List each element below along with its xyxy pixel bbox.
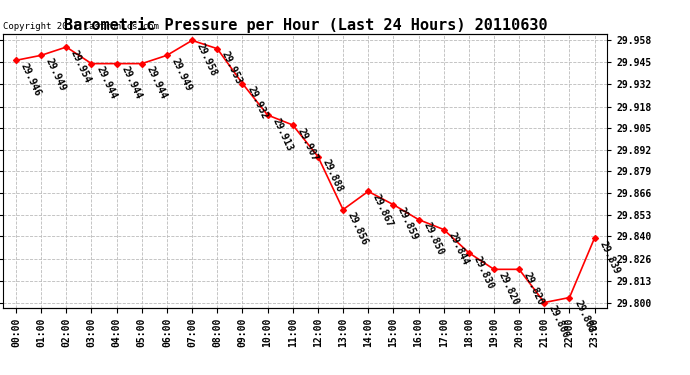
- Text: 29.830: 29.830: [472, 254, 495, 290]
- Text: 29.844: 29.844: [446, 231, 471, 267]
- Text: 29.944: 29.944: [95, 65, 118, 101]
- Text: 29.932: 29.932: [245, 85, 269, 121]
- Text: 29.953: 29.953: [220, 50, 244, 86]
- Text: 29.944: 29.944: [119, 65, 144, 101]
- Text: 29.820: 29.820: [522, 271, 546, 307]
- Text: 29.867: 29.867: [371, 193, 395, 229]
- Text: 29.839: 29.839: [598, 239, 622, 275]
- Text: 29.958: 29.958: [195, 42, 219, 78]
- Text: 29.859: 29.859: [396, 206, 420, 242]
- Text: 29.954: 29.954: [69, 48, 93, 85]
- Text: 29.850: 29.850: [422, 221, 445, 257]
- Text: 29.856: 29.856: [346, 211, 370, 247]
- Text: 29.949: 29.949: [170, 57, 194, 93]
- Text: Copyright 2011 Castronics.com: Copyright 2011 Castronics.com: [3, 22, 159, 31]
- Text: 29.907: 29.907: [295, 126, 319, 162]
- Text: 29.800: 29.800: [547, 304, 571, 340]
- Text: 29.944: 29.944: [145, 65, 168, 101]
- Text: 29.946: 29.946: [19, 62, 43, 98]
- Text: 29.803: 29.803: [572, 299, 596, 335]
- Text: 29.888: 29.888: [321, 158, 344, 194]
- Text: 29.820: 29.820: [497, 271, 521, 307]
- Title: Barometric Pressure per Hour (Last 24 Hours) 20110630: Barometric Pressure per Hour (Last 24 Ho…: [63, 16, 547, 33]
- Text: 29.913: 29.913: [270, 116, 295, 153]
- Text: 29.949: 29.949: [44, 57, 68, 93]
